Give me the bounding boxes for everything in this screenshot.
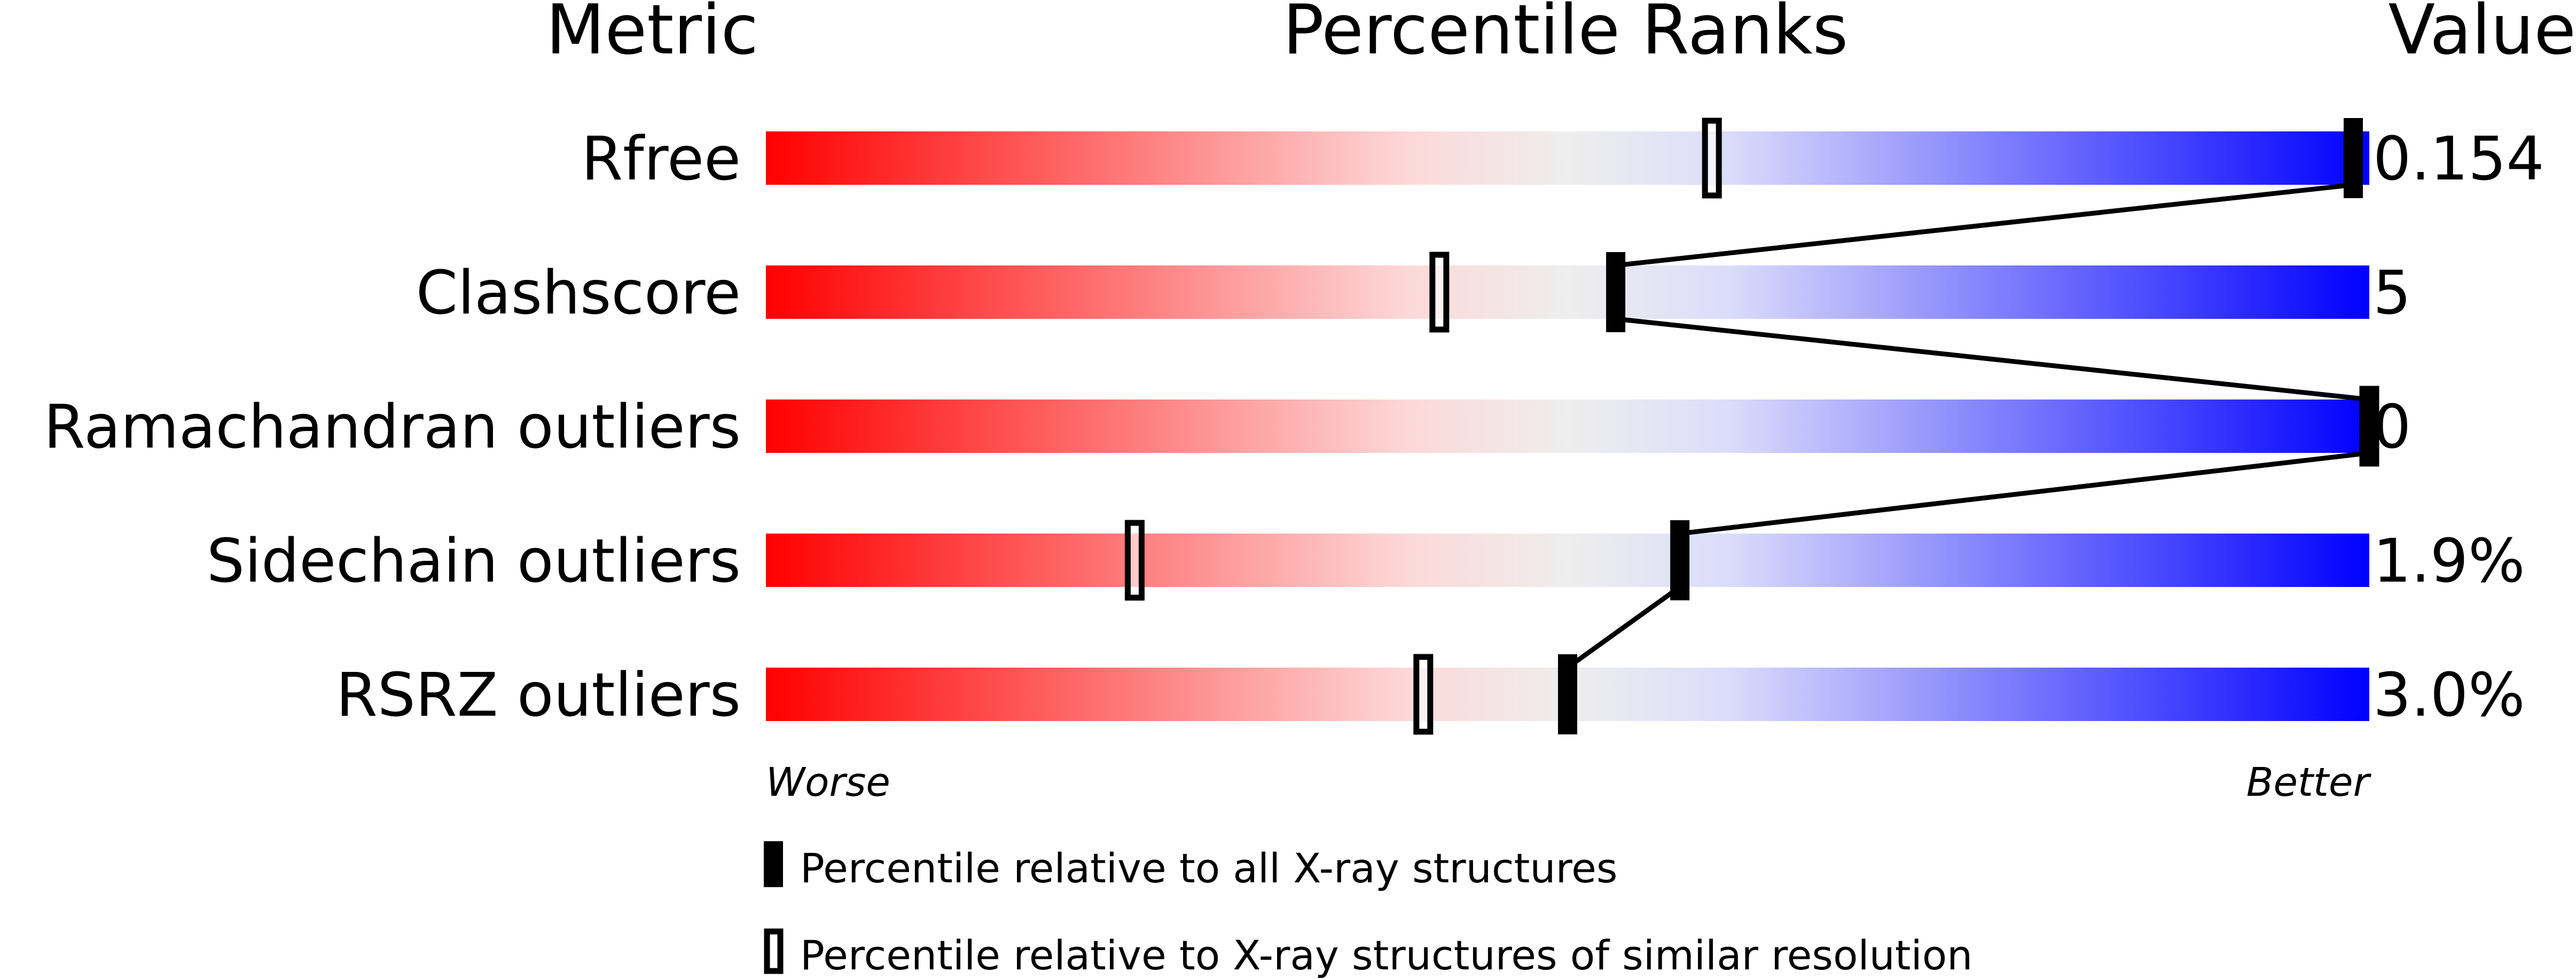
metric-label: Rfree — [581, 124, 741, 194]
percentile-bar — [766, 400, 2369, 453]
marker-connector-line — [1679, 450, 2370, 536]
legend-label-all: Percentile relative to all X-ray structu… — [800, 844, 1618, 892]
header-metric: Metric — [546, 0, 758, 70]
metric-value: 0 — [2373, 393, 2411, 462]
marker-connector-line — [1615, 182, 2354, 268]
metric-value: 1.9% — [2373, 527, 2525, 596]
legend-filled-marker-icon — [764, 841, 783, 887]
header-percentile-ranks: Percentile Ranks — [1283, 0, 1849, 70]
percentile-bar — [766, 534, 2369, 587]
metric-value: 3.0% — [2373, 661, 2525, 730]
marker-connector-line — [1566, 585, 1681, 670]
metric-label: RSRZ outliers — [336, 661, 741, 730]
metric-value: 5 — [2373, 259, 2411, 328]
marker-connector-line — [1615, 316, 2370, 402]
metric-label: Ramachandran outliers — [44, 393, 741, 462]
percentile-bar — [766, 131, 2369, 185]
legend-hollow-marker-icon — [764, 928, 784, 974]
all-structures-marker — [1670, 520, 1690, 600]
metric-label: Sidechain outliers — [207, 527, 741, 596]
percentile-bar — [766, 265, 2369, 319]
legend-label-similar: Percentile relative to X-ray structures … — [800, 931, 1972, 979]
all-structures-marker — [1558, 654, 1577, 734]
axis-worse-label: Worse — [766, 759, 890, 805]
all-structures-marker — [2360, 386, 2379, 466]
similar-resolution-marker — [1124, 520, 1145, 601]
similar-resolution-marker — [1413, 654, 1434, 735]
metric-value: 0.154 — [2373, 124, 2544, 194]
similar-resolution-marker — [1429, 252, 1450, 333]
all-structures-marker — [2343, 118, 2363, 198]
metric-label: Clashscore — [416, 259, 741, 328]
similar-resolution-marker — [1702, 118, 1722, 199]
axis-better-label: Better — [2246, 759, 2372, 805]
header-value: Value — [2389, 0, 2576, 70]
all-structures-marker — [1606, 252, 1626, 332]
